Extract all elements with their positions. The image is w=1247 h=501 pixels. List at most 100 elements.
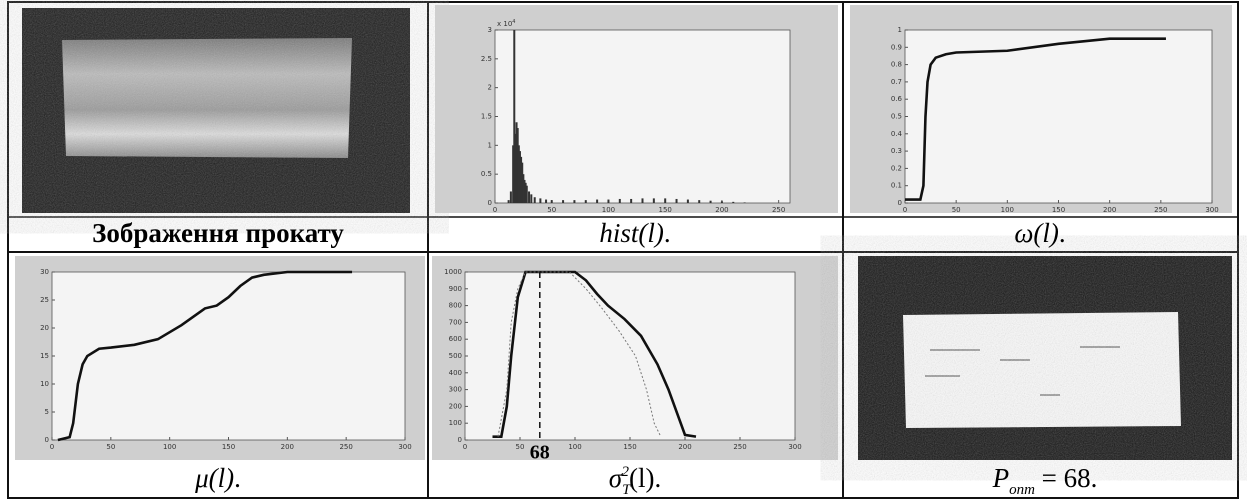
bar	[630, 198, 633, 203]
y-tick-label: 0.8	[891, 61, 902, 69]
y-tick-label: 1	[488, 141, 492, 149]
x-tick-label: 0	[903, 206, 907, 214]
caption: σT 2(l).	[609, 463, 661, 498]
x-tick-label: 150	[659, 206, 672, 214]
caption-base: hist(l)	[599, 218, 664, 248]
caption-base: P	[992, 463, 1010, 493]
caption-rest: .	[664, 218, 671, 248]
bar	[516, 128, 519, 203]
bar	[530, 194, 533, 203]
x-tick-label: 50	[516, 443, 525, 451]
x-tick-label: 250	[1154, 206, 1167, 214]
bar	[596, 199, 599, 203]
bar	[641, 198, 644, 203]
plot-area	[51, 271, 406, 441]
y-tick-label: 0.5	[481, 170, 492, 178]
y-tick-label: 5	[45, 408, 49, 416]
bar	[720, 201, 723, 203]
y-tick-label: 0.6	[891, 95, 903, 103]
plot-area	[904, 29, 1213, 204]
x-tick-label: 100	[1001, 206, 1014, 214]
bar	[698, 200, 701, 203]
plot-area	[464, 271, 796, 441]
bar	[522, 174, 525, 203]
bar	[584, 200, 587, 203]
y-tick-label: 0.2	[891, 164, 902, 172]
bar	[521, 162, 524, 203]
y-tick-label: 600	[449, 335, 462, 343]
y-tick-label: 0	[488, 199, 492, 207]
y-tick-label: 15	[40, 352, 49, 360]
bar	[525, 185, 528, 203]
x-tick-label: 200	[678, 443, 691, 451]
y-tick-label: 0.4	[891, 130, 903, 138]
caption-rest: .	[1059, 218, 1066, 248]
y-tick-label: 2.5	[481, 55, 492, 63]
x-tick-label: 200	[281, 443, 294, 451]
x-tick-label: 250	[339, 443, 352, 451]
bar	[513, 30, 516, 203]
bar	[709, 200, 712, 203]
y-tick-label: 2	[488, 84, 492, 92]
y-tick-label: 0	[458, 436, 462, 444]
x-tick-label: 50	[106, 443, 115, 451]
x-tick-label: 300	[398, 443, 411, 451]
y-tick-label: 200	[449, 402, 462, 410]
y-scale-base: x 10	[497, 20, 512, 28]
x-tick-label: 200	[1103, 206, 1116, 214]
photo-noise	[22, 8, 410, 213]
bar	[686, 199, 689, 203]
plot-area	[494, 29, 791, 204]
y-tick-label: 1.5	[481, 113, 492, 121]
y-tick-label: 400	[449, 369, 462, 377]
x-tick-label: 0	[493, 206, 497, 214]
x-tick-label: 50	[952, 206, 961, 214]
x-tick-label: 250	[733, 443, 746, 451]
bar	[512, 145, 515, 203]
bar	[514, 133, 517, 203]
y-tick-label: 0	[898, 199, 902, 207]
y-tick-label: 500	[449, 352, 462, 360]
curve	[497, 271, 662, 437]
bar	[562, 200, 565, 203]
caption-base: σ	[609, 463, 624, 493]
x-tick-label: 0	[50, 443, 54, 451]
y-tick-label: 0.9	[891, 43, 902, 51]
y-tick-label: 0.7	[891, 78, 902, 86]
photo-noise	[858, 256, 1232, 460]
caption-rest: .	[234, 463, 241, 493]
curve	[57, 270, 353, 442]
x-tick-label: 200	[715, 206, 728, 214]
bar	[517, 145, 520, 203]
threshold-label: 68	[530, 442, 550, 464]
x-tick-label: 0	[463, 443, 467, 451]
x-tick-label: 100	[602, 206, 615, 214]
caption-base: μ(l)	[194, 463, 234, 493]
x-tick-label: 300	[788, 443, 801, 451]
caption-base: ω(l)	[1014, 218, 1059, 248]
caption-rest: = 68.	[1035, 463, 1097, 493]
bar	[652, 198, 655, 203]
caption-sub: T	[622, 482, 632, 498]
bar	[520, 156, 523, 203]
x-tick-label: 150	[623, 443, 636, 451]
caption: μ(l).	[194, 463, 241, 493]
curve	[492, 270, 697, 438]
y-tick-label: 0.5	[891, 113, 902, 121]
y-tick-label: 0	[45, 436, 49, 444]
y-tick-label: 800	[449, 302, 462, 310]
x-tick-label: 50	[547, 206, 556, 214]
caption: ω(l).	[1014, 218, 1065, 248]
y-tick-label: 10	[40, 380, 49, 388]
y-tick-label: 1000	[444, 268, 462, 276]
bar	[550, 200, 553, 203]
y-tick-label: 30	[40, 268, 49, 276]
caption: hist(l).	[599, 218, 670, 248]
x-tick-label: 300	[1205, 206, 1218, 214]
caption-rest: (l).	[629, 463, 661, 493]
caption-sup: 2	[621, 464, 629, 480]
table-border	[7, 1, 1239, 499]
bar	[507, 200, 510, 203]
bar	[515, 122, 518, 203]
